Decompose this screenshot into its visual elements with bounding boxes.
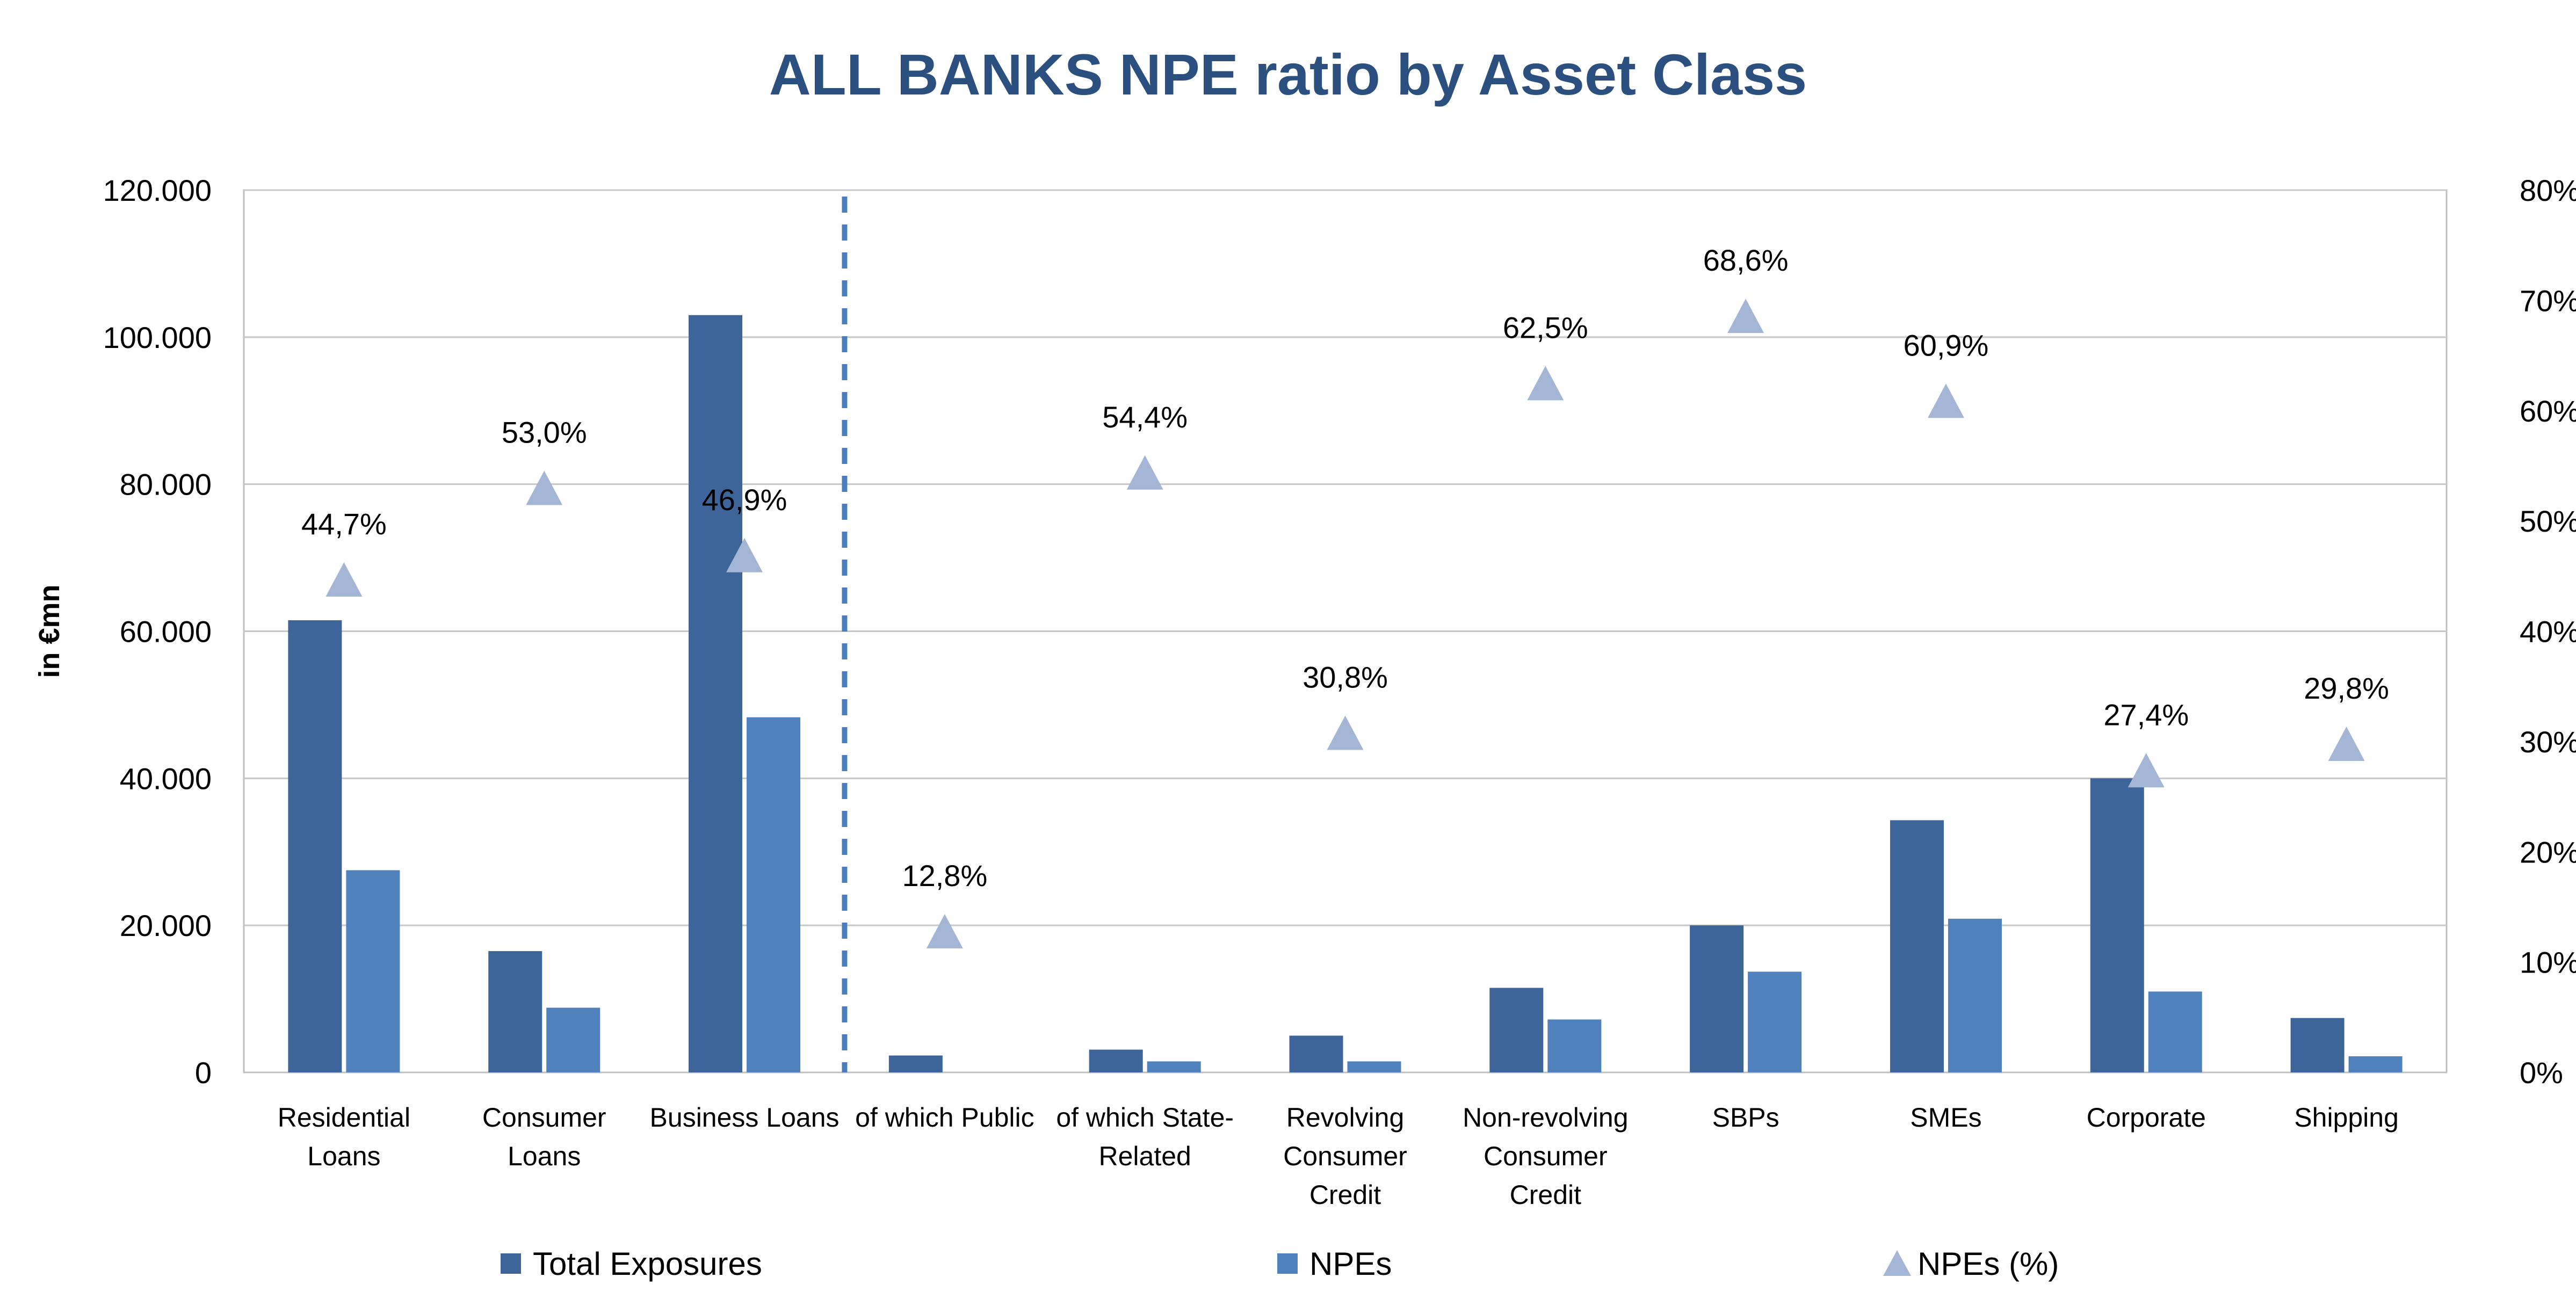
x-category-label: Business Loans — [650, 1102, 840, 1133]
data-label-npes-pct: 12,8% — [902, 859, 987, 893]
x-category-label-line: Corporate — [2087, 1102, 2206, 1133]
bar-total-exposures — [1089, 1049, 1143, 1072]
bar-total-exposures — [2090, 778, 2144, 1072]
bar-npes — [1547, 1019, 1602, 1072]
bar-npes — [546, 1007, 600, 1072]
bar-total-exposures — [288, 620, 342, 1072]
x-category-label-line: Related — [1099, 1141, 1191, 1171]
bar-npes — [1948, 918, 2002, 1072]
y-right-tick-label: 0% — [2520, 1056, 2563, 1090]
y-right-tick-label: 50% — [2520, 504, 2576, 538]
bar-total-exposures — [1289, 1035, 1343, 1072]
marker-npes-pct — [1727, 299, 1764, 333]
marker-npes-pct — [726, 538, 763, 572]
data-label-npes-pct: 46,9% — [702, 483, 787, 517]
y-right-tick-label: 10% — [2520, 946, 2576, 980]
y-right-tick-label: 20% — [2520, 835, 2576, 869]
bar-total-exposures — [488, 951, 542, 1072]
y-right-tick-label: 30% — [2520, 725, 2576, 759]
legend-label: NPEs — [1309, 1246, 1392, 1282]
legend-swatch — [1277, 1253, 1298, 1274]
x-category-label-line: Credit — [1309, 1180, 1381, 1210]
data-label-npes-pct: 44,7% — [301, 507, 387, 541]
y-right-tick-label: 80% — [2520, 173, 2576, 207]
x-category-label-line: Loans — [508, 1141, 581, 1171]
y-right-tick-label: 60% — [2520, 394, 2576, 428]
y-left-tick-label: 40.000 — [120, 761, 212, 795]
marker-npes-pct — [325, 562, 363, 597]
x-category-label-line: Loans — [307, 1141, 380, 1171]
data-label-npes-pct: 29,8% — [2304, 671, 2389, 705]
y-left-tick-label: 80.000 — [120, 468, 212, 502]
x-category-label-line: Revolving — [1286, 1102, 1405, 1133]
x-category-label-line: Non-revolving — [1463, 1102, 1628, 1133]
x-category-label: of which State- Related — [1056, 1102, 1234, 1171]
data-label-npes-pct: 54,4% — [1102, 400, 1188, 434]
marker-npes-pct — [1126, 455, 1163, 490]
bar-total-exposures — [1690, 925, 1744, 1072]
legend-label: NPEs (%) — [1917, 1246, 2059, 1282]
x-category-label-line: of which State- — [1056, 1102, 1234, 1133]
data-label-npes-pct: 30,8% — [1303, 660, 1388, 694]
x-category-label: SMEs — [1910, 1102, 1981, 1133]
y-right-tick-label: 70% — [2520, 284, 2576, 317]
marker-npes-pct — [1327, 715, 1364, 750]
y-left-tick-label: 100.000 — [103, 321, 212, 354]
x-category-label-line: Business Loans — [650, 1102, 840, 1133]
bar-npes — [346, 870, 400, 1072]
marker-npes-pct — [2128, 753, 2165, 788]
bar-npes — [2348, 1056, 2403, 1072]
data-label-npes-pct: 27,4% — [2103, 698, 2189, 731]
y-axis-label: in €mn — [33, 584, 66, 678]
marker-npes-pct — [2328, 726, 2365, 761]
x-category-label: Revolving Consumer Credit — [1283, 1102, 1407, 1210]
x-category-label-line: Residential — [278, 1102, 410, 1133]
x-category-label-line: Credit — [1510, 1180, 1581, 1210]
x-category-label: of which Public — [855, 1102, 1034, 1133]
x-category-label: SBPs — [1712, 1102, 1779, 1133]
data-label-npes-pct: 53,0% — [502, 416, 587, 449]
x-category-label: Shipping — [2294, 1102, 2399, 1133]
x-category-label: Residential Loans — [278, 1102, 410, 1171]
bar-npes — [2148, 991, 2202, 1072]
x-category-label: Non-revolving Consumer Credit — [1463, 1102, 1628, 1210]
bar-total-exposures — [888, 1055, 943, 1072]
legend-swatch — [1883, 1250, 1911, 1276]
bar-total-exposures — [2290, 1018, 2345, 1072]
marker-npes-pct — [526, 470, 563, 505]
x-category-label: Consumer Loans — [482, 1102, 606, 1171]
y-right-tick-label: 40% — [2520, 615, 2576, 649]
x-category-label-line: Consumer — [1283, 1141, 1407, 1171]
x-category-label-line: SMEs — [1910, 1102, 1981, 1133]
bar-npes — [1147, 1061, 1201, 1072]
data-label-npes-pct: 62,5% — [1503, 310, 1588, 344]
data-label-npes-pct: 68,6% — [1703, 243, 1789, 277]
marker-npes-pct — [926, 914, 963, 949]
data-label-npes-pct: 60,9% — [1904, 328, 1989, 362]
bar-total-exposures — [689, 315, 743, 1073]
y-left-tick-label: 0 — [195, 1056, 212, 1090]
legend-swatch — [501, 1253, 521, 1274]
bar-total-exposures — [1489, 988, 1544, 1072]
y-left-tick-label: 120.000 — [103, 173, 212, 207]
x-category-label-line: SBPs — [1712, 1102, 1779, 1133]
marker-npes-pct — [1927, 383, 1964, 418]
bar-total-exposures — [1890, 820, 1944, 1072]
bar-npes — [1347, 1061, 1401, 1072]
legend-label: Total Exposures — [533, 1246, 762, 1282]
x-category-label-line: of which Public — [855, 1102, 1034, 1133]
bar-npes — [1748, 971, 1802, 1072]
x-category-label-line: Consumer — [482, 1102, 606, 1133]
marker-npes-pct — [1527, 366, 1564, 401]
y-left-tick-label: 60.000 — [120, 615, 212, 649]
y-left-tick-label: 20.000 — [120, 909, 212, 942]
x-category-label-line: Consumer — [1484, 1141, 1608, 1171]
x-category-label-line: Shipping — [2294, 1102, 2399, 1133]
x-category-label: Corporate — [2087, 1102, 2206, 1133]
chart-title: ALL BANKS NPE ratio by Asset Class — [769, 42, 1807, 107]
bar-npes — [747, 717, 801, 1072]
